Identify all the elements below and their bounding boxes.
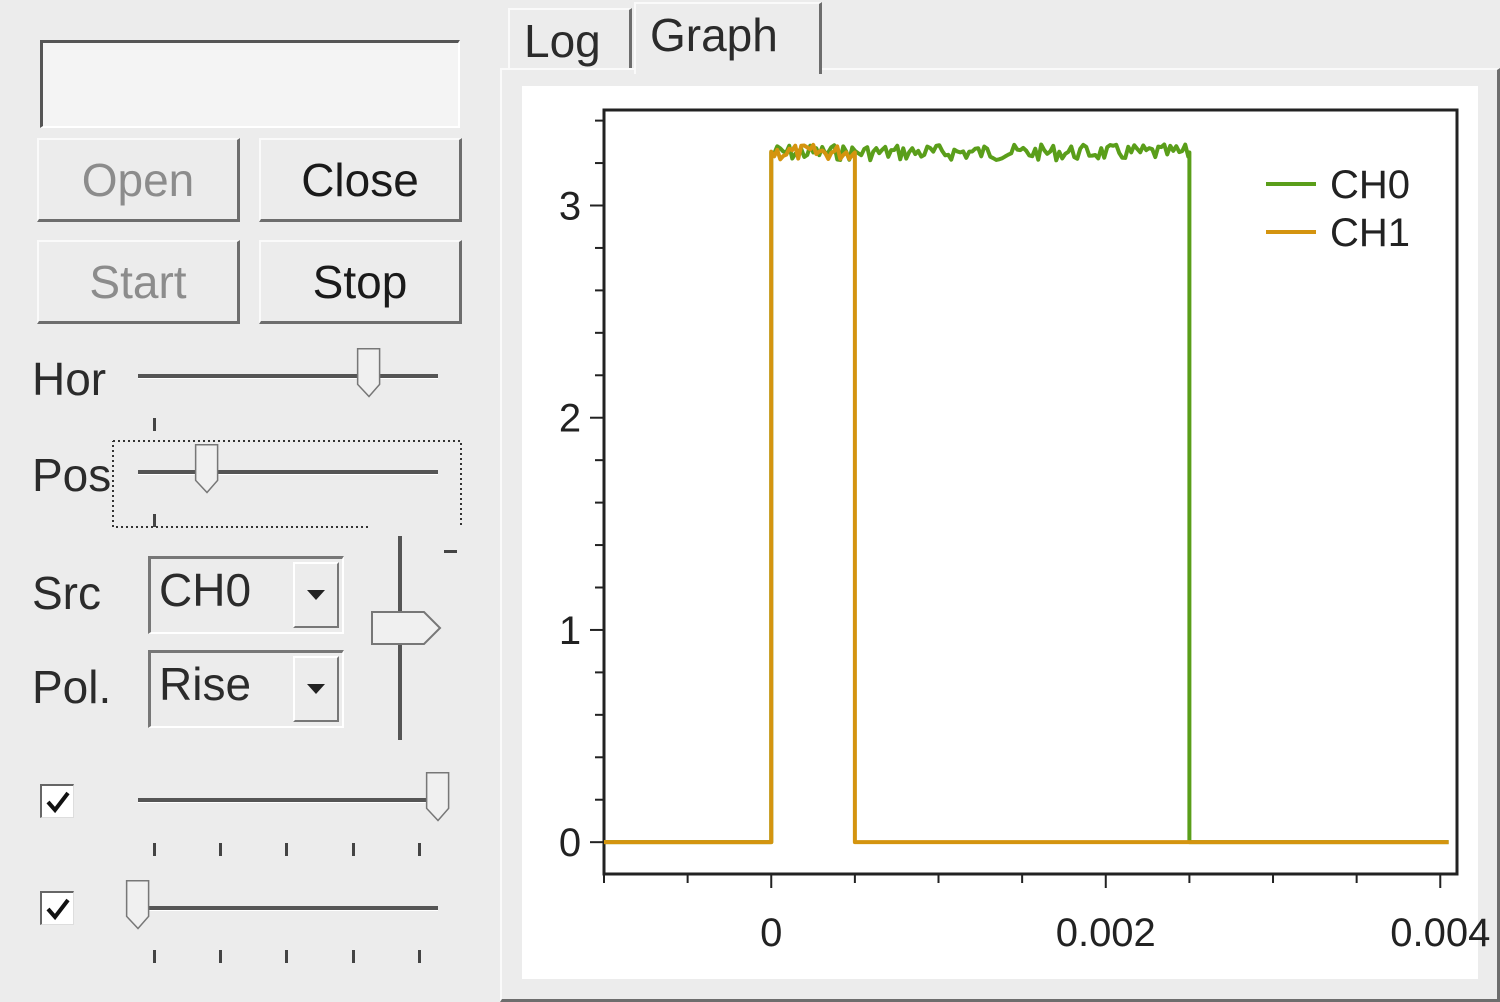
ch1-enable-checkbox[interactable] bbox=[40, 891, 74, 925]
ch0-slider-tick bbox=[418, 843, 421, 856]
tab-graph[interactable]: Graph bbox=[634, 2, 822, 74]
y-tick-label: 1 bbox=[559, 609, 581, 653]
ch1-gain-slider-track[interactable] bbox=[138, 906, 438, 911]
x-tick-label: 0.004 bbox=[1390, 911, 1490, 955]
ch1-slider-tick bbox=[352, 950, 355, 963]
hor-slider-track[interactable] bbox=[138, 374, 438, 379]
close-button[interactable]: Close bbox=[259, 138, 462, 222]
ch1-slider-tick bbox=[219, 950, 222, 963]
x-tick-label: 0.002 bbox=[1056, 911, 1156, 955]
src-label: Src bbox=[32, 567, 101, 619]
pol-select-value: Rise bbox=[159, 658, 252, 710]
ch1-slider-tick bbox=[153, 950, 156, 963]
ch1-gain-slider-thumb[interactable] bbox=[122, 880, 154, 930]
checkmark-icon bbox=[45, 791, 70, 813]
ch0-gain-slider-track[interactable] bbox=[138, 798, 438, 803]
chevron-down-icon bbox=[307, 590, 325, 600]
hor-slider-thumb[interactable] bbox=[353, 348, 385, 398]
start-button[interactable]: Start bbox=[37, 240, 240, 324]
series-line-ch0 bbox=[604, 142, 1449, 845]
pos-slider-thumb[interactable] bbox=[191, 444, 223, 494]
pol-dropdown-button[interactable] bbox=[293, 656, 339, 722]
pol-label: Pol. bbox=[32, 661, 112, 713]
series-line-ch1 bbox=[604, 142, 1449, 845]
ch1-slider-tick bbox=[418, 950, 421, 963]
tab-log[interactable]: Log bbox=[508, 8, 632, 70]
ch1-slider-tick bbox=[285, 950, 288, 963]
chevron-down-icon bbox=[307, 684, 325, 694]
ch0-gain-slider-thumb[interactable] bbox=[422, 772, 454, 822]
src-select[interactable]: CH0 bbox=[148, 556, 344, 634]
trigger-level-slider-thumb[interactable] bbox=[370, 610, 442, 646]
checkmark-icon bbox=[45, 898, 70, 920]
y-tick-label: 2 bbox=[559, 397, 581, 441]
hor-label: Hor bbox=[32, 353, 107, 405]
x-tick-label: 0 bbox=[760, 911, 782, 955]
text-display-field[interactable] bbox=[40, 40, 460, 128]
y-tick-label: 3 bbox=[559, 185, 581, 229]
hor-slider-tick bbox=[153, 418, 156, 431]
ch0-slider-tick bbox=[219, 843, 222, 856]
pos-slider-track[interactable] bbox=[138, 470, 438, 475]
src-dropdown-button[interactable] bbox=[293, 562, 339, 628]
src-select-value: CH0 bbox=[159, 564, 252, 616]
pos-label: Pos bbox=[32, 449, 112, 501]
y-tick-label: 0 bbox=[559, 821, 581, 865]
plot-frame bbox=[602, 108, 1459, 876]
pos-slider-focus-outline bbox=[112, 440, 462, 528]
pos-slider-tick bbox=[153, 514, 156, 527]
ch0-slider-tick bbox=[285, 843, 288, 856]
legend-label-ch0: CH0 bbox=[1330, 163, 1410, 207]
open-button[interactable]: Open bbox=[37, 138, 240, 222]
ch0-slider-tick bbox=[352, 843, 355, 856]
stop-button[interactable]: Stop bbox=[259, 240, 462, 324]
ch0-enable-checkbox[interactable] bbox=[40, 784, 74, 818]
legend-label-ch1: CH1 bbox=[1330, 211, 1410, 255]
ch0-slider-tick bbox=[153, 843, 156, 856]
trigger-level-slider-tick bbox=[444, 550, 457, 553]
plot-area bbox=[522, 86, 1478, 979]
pol-select[interactable]: Rise bbox=[148, 650, 344, 728]
